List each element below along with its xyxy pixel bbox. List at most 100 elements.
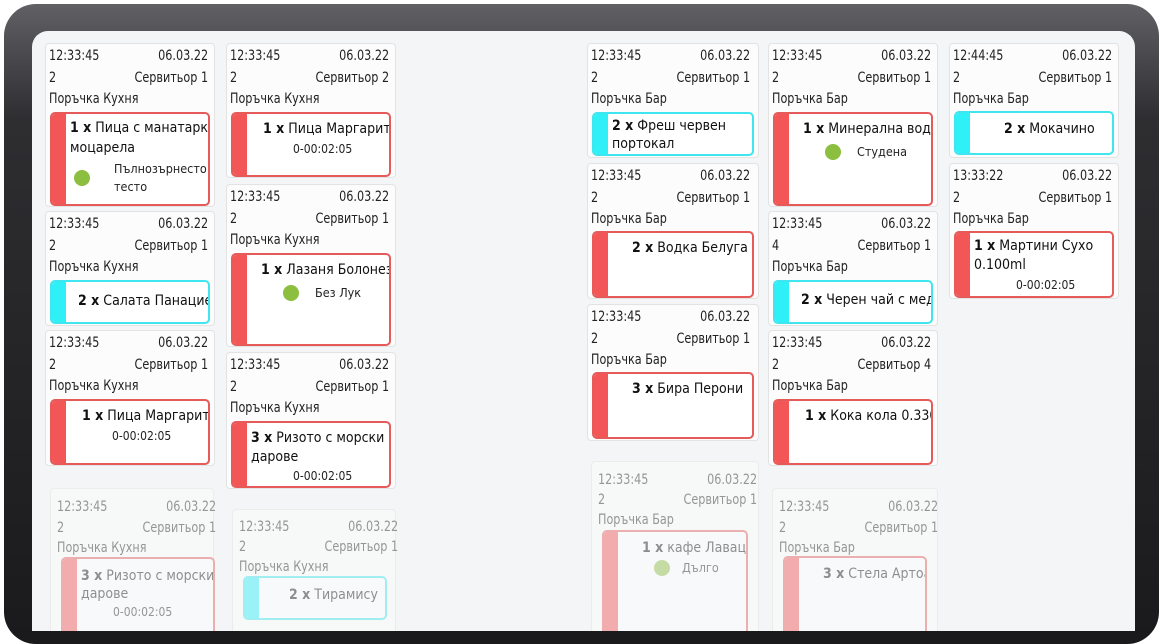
order-time: 12:33:45 xyxy=(230,357,281,373)
order-waiter: Сервитьор 1 xyxy=(315,211,390,227)
order-table: 2 xyxy=(49,70,57,86)
order-item[interactable]: 2 x Тирамису xyxy=(243,576,387,620)
order-waiter: Сервитьор 1 xyxy=(676,331,751,347)
order-ticket[interactable]: 12:33:45 06.03.22 2 Сервитьор 4 Поръчка Ба… xyxy=(768,330,938,466)
order-item[interactable]: 1 x Минерална вода Студена xyxy=(773,112,933,206)
item-modifier: Без Лук xyxy=(315,285,362,300)
order-item[interactable]: 2 x Водка Белуга xyxy=(592,231,754,298)
order-item[interactable]: 3 x Бира Перони xyxy=(592,372,754,439)
order-waiter: Сервитьор 1 xyxy=(1038,190,1113,206)
item-qty: 2 x xyxy=(78,293,100,309)
order-ticket[interactable]: 12:33:45 06.03.22 2 Сервитьор 1 Поръчка Ку… xyxy=(226,352,396,489)
order-ticket[interactable]: 12:33:45 06.03.22 2 Сервитьор 1 Поръчка Ба… xyxy=(591,461,759,631)
item-name: Минерална вода xyxy=(828,121,933,137)
order-time: 12:33:45 xyxy=(772,216,823,232)
item-qty: 3 x xyxy=(81,568,103,584)
order-item[interactable]: 1 x Пица Маргарита 0-00:02:05 xyxy=(50,399,210,465)
order-type: Поръчка Бар xyxy=(772,91,848,107)
item-name: Тирамису xyxy=(314,587,378,603)
item-name: Пица Маргарита xyxy=(288,121,391,137)
order-item[interactable]: 2 x Черен чай с мед xyxy=(773,280,933,324)
status-strip xyxy=(594,114,608,154)
order-type: Поръчка Кухня xyxy=(230,232,320,248)
order-item[interactable]: 1 x кафе Лаваца Дълго xyxy=(602,530,748,631)
order-time: 12:33:45 xyxy=(591,168,642,184)
item-name: Ризото с морски xyxy=(276,430,385,446)
item-name: Кока кола 0.330 xyxy=(830,408,933,424)
item-timer: 0-00:02:05 xyxy=(293,142,353,156)
order-time: 12:33:45 xyxy=(49,48,100,64)
order-time: 12:33:45 xyxy=(230,189,281,205)
order-date: 06.03.22 xyxy=(166,499,217,515)
order-date: 06.03.22 xyxy=(158,48,209,64)
item-name: Пица с манатарки и xyxy=(95,120,210,136)
status-strip xyxy=(604,532,618,631)
order-date: 06.03.22 xyxy=(700,48,751,64)
order-type: Поръчка Кухня xyxy=(230,400,320,416)
item-name: кафе Лаваца xyxy=(667,540,748,556)
order-waiter: Сервитьор 1 xyxy=(676,70,751,86)
order-type: Поръчка Бар xyxy=(591,91,667,107)
item-name: Ризото с морски xyxy=(106,568,215,584)
order-type: Поръчка Кухня xyxy=(49,259,139,275)
item-name-cont: портокал xyxy=(612,136,675,152)
order-ticket[interactable]: 13:33:22 06.03.22 2 Сервитьор 1 Поръчка Ба… xyxy=(949,163,1119,299)
modifier-dot-icon xyxy=(825,144,841,160)
modifier-dot-icon xyxy=(654,560,670,576)
order-waiter: Сервитьор 1 xyxy=(857,238,932,254)
order-item[interactable]: 2 x Салата Панациела xyxy=(50,280,210,324)
order-waiter: Сервитьор 1 xyxy=(864,520,939,536)
order-ticket[interactable]: 12:33:45 06.03.22 2 Сервитьор 1 Поръчка Ку… xyxy=(45,330,215,466)
order-type: Поръчка Бар xyxy=(953,91,1029,107)
item-timer: 0-00:02:05 xyxy=(1016,278,1076,292)
status-strip xyxy=(52,401,66,463)
order-item[interactable]: 3 x Стела Артоа xyxy=(783,556,927,631)
order-item[interactable]: 1 x Мартини Сухо 0.100ml 0-00:02:05 xyxy=(954,231,1114,298)
order-time: 12:33:45 xyxy=(57,499,108,515)
order-ticket[interactable]: 12:33:45 06.03.22 2 Сервитьор 2 Поръчка Ку… xyxy=(226,43,396,178)
order-time: 12:44:45 xyxy=(953,48,1004,64)
order-table: 2 xyxy=(57,520,65,536)
order-ticket[interactable]: 12:33:45 06.03.22 2 Сервитьор 1 Поръчка Ба… xyxy=(587,163,759,299)
order-item[interactable]: 1 x Пица Маргарита 0-00:02:05 xyxy=(231,112,391,177)
item-qty: 1 x xyxy=(974,238,996,254)
order-ticket[interactable]: 12:33:45 06.03.22 2 Сервитьор 1 Поръчка Ба… xyxy=(768,43,938,207)
order-date: 06.03.22 xyxy=(707,472,758,488)
order-ticket[interactable]: 12:33:45 06.03.22 4 Сервитьор 1 Поръчка Ба… xyxy=(768,211,938,326)
order-ticket[interactable]: 12:33:45 06.03.22 2 Сервитьор 1 Поръчка Ку… xyxy=(45,211,215,326)
order-ticket[interactable]: 12:33:45 06.03.22 2 Сервитьор 1 Поръчка Ку… xyxy=(50,488,217,631)
order-time: 12:33:45 xyxy=(49,335,100,351)
order-waiter: Сервитьор 1 xyxy=(315,379,390,395)
tablet-frame: 12:33:45 06.03.22 2 Сервитьор 1 Поръчка Ку… xyxy=(4,4,1159,644)
order-ticket[interactable]: 12:33:45 06.03.22 2 Сервитьор 1 Поръчка Ку… xyxy=(45,43,215,207)
order-item[interactable]: 2 x Фреш червен портокал xyxy=(592,112,754,156)
order-date: 06.03.22 xyxy=(158,335,209,351)
item-qty: 1 x xyxy=(803,121,825,137)
item-modifier: Студена xyxy=(857,144,907,159)
order-type: Поръчка Кухня xyxy=(49,378,139,394)
order-item[interactable]: 1 x Пица с манатарки и моцарела Пълнозър… xyxy=(50,112,210,206)
order-table: 2 xyxy=(953,70,961,86)
status-strip xyxy=(956,233,970,296)
order-item[interactable]: 3 x Ризото с морски дарове 0-00:02:05 xyxy=(231,421,391,488)
order-item[interactable]: 2 x Мокачино xyxy=(954,111,1114,155)
order-ticket[interactable]: 12:33:45 06.03.22 2 Сервитьор 1 Поръчка Ба… xyxy=(587,43,759,158)
order-waiter: Сервитьор 1 xyxy=(142,520,217,536)
order-time: 13:33:22 xyxy=(953,168,1004,184)
item-modifier: Дълго xyxy=(682,560,719,575)
order-ticket[interactable]: 12:33:45 06.03.22 2 Сервитьор 1 Поръчка Ба… xyxy=(772,488,938,631)
item-qty: 1 x xyxy=(263,121,285,137)
order-ticket[interactable]: 12:33:45 06.03.22 2 Сервитьор 1 Поръчка Ку… xyxy=(226,184,396,347)
order-item[interactable]: 3 x Ризото с морски дарове 0-00:02:05 xyxy=(61,557,215,631)
order-ticket[interactable]: 12:44:45 06.03.22 2 Сервитьор 1 Поръчка Ба… xyxy=(949,43,1119,158)
item-name: Мокачино xyxy=(1029,121,1095,137)
item-timer: 0-00:02:05 xyxy=(293,469,353,483)
order-item[interactable]: 1 x Лазаня Болонезе Без Лук xyxy=(231,253,391,346)
order-item[interactable]: 1 x Кока кола 0.330 xyxy=(773,399,933,465)
order-ticket[interactable]: 12:33:45 06.03.22 2 Сервитьор 1 Поръчка Ку… xyxy=(232,509,399,631)
order-date: 06.03.22 xyxy=(339,189,390,205)
order-ticket[interactable]: 12:33:45 06.03.22 2 Сервитьор 1 Поръчка Ба… xyxy=(587,304,759,441)
status-strip xyxy=(785,558,799,631)
order-waiter: Сервитьор 1 xyxy=(324,539,399,555)
order-type: Поръчка Кухня xyxy=(57,540,147,556)
